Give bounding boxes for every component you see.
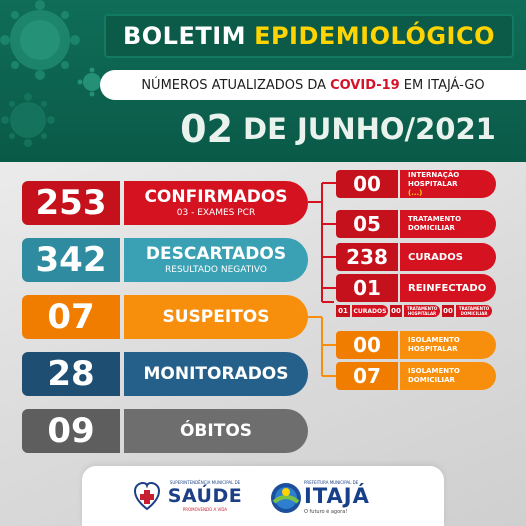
confirmados-sub: 03 - EXAMES PCR [176,207,256,218]
breakdown-curados-value: 01 [336,305,350,317]
curados-label: CURADOS [400,243,496,271]
isolamento-hospitalar-line2: HOSPITALAR [408,345,458,353]
isolamento-hospitalar-label: ISOLAMENTO HOSPITALAR [400,331,496,359]
saude-big-text: SAÚDE [167,485,243,507]
itaja-slogan: O futuro é agora! [304,509,348,515]
saude-small-text: SUPERINTENDÊNCIA MUNICIPAL DE [169,480,241,485]
domiciliar-label: TRATAMENTO DOMICILIAR [400,210,496,238]
internacao-label-line2: HOSPITALAR [408,179,458,188]
footer-logos: SUPERINTENDÊNCIA MUNICIPAL DE SAÚDE PROM… [82,466,444,526]
title-white: BOLETIM [122,22,247,50]
confirmados-value: 253 [22,181,120,225]
obitos-value: 09 [22,409,120,453]
reinfectado-value: 01 [336,274,398,302]
internacao-value: 00 [336,170,398,198]
heart-cross-icon [134,482,160,511]
stat-row-obitos: 09 ÓBITOS [22,409,308,453]
itaja-small-text: PREFEITURA MUNICIPAL DE [304,480,359,485]
detail-isolamento-hospitalar: 00 ISOLAMENTO HOSPITALAR [336,331,496,359]
stat-row-suspeitos: 07 SUSPEITOS [22,295,308,339]
header-banner: BOLETIM EPIDEMIOLÓGICO NÚMEROS ATUALIZAD… [0,0,526,162]
detail-tratamento-domiciliar: 05 TRATAMENTO DOMICILIAR [336,210,496,238]
bulletin-title: BOLETIM EPIDEMIOLÓGICO [104,14,514,58]
reinfectado-breakdown: 01 CURADOS 00 TRATAMENTO HOSPITALAR 00 T… [336,305,496,317]
internacao-label: INTERNAÇÃO HOSPITALAR (...) [400,170,496,198]
subtitle-highlight: COVID-19 [330,77,400,93]
isolamento-domiciliar-value: 07 [336,362,398,390]
isolamento-domiciliar-label: ISOLAMENTO DOMICILIAR [400,362,496,390]
descartados-sub: RESULTADO NEGATIVO [165,264,267,275]
obitos-label: ÓBITOS [179,420,253,441]
isolamento-domiciliar-line2: DOMICILIAR [408,376,455,384]
isolamento-domiciliar-line1: ISOLAMENTO [408,367,460,375]
detail-curados: 238 CURADOS [336,243,496,271]
breakdown-hosp-line2: HOSPITALAR [407,311,437,316]
detail-isolamento-domiciliar: 07 ISOLAMENTO DOMICILIAR [336,362,496,390]
monitorados-label-box: MONITORADOS [124,352,308,396]
itaja-emblem-icon [271,483,301,513]
breakdown-hosp-line1: TRATAMENTO [406,306,438,311]
date-month: DE JUNHO/2021 [243,112,496,146]
bulletin-subtitle: NÚMEROS ATUALIZADOS DA COVID-19 EM ITAJÁ… [100,70,526,100]
domiciliar-value: 05 [336,210,398,238]
domiciliar-label-line1: TRATAMENTO [408,215,462,223]
itaja-logo: PREFEITURA MUNICIPAL DE ITAJÁ O futuro é… [270,478,420,518]
descartados-label-box: DESCARTADOS RESULTADO NEGATIVO [124,238,308,282]
reinfectado-label: REINFECTADO [400,274,496,302]
obitos-label-box: ÓBITOS [124,409,308,453]
breakdown-hosp-value: 00 [390,305,402,317]
internacao-label-line3: (...) [408,188,423,197]
descartados-value: 342 [22,238,120,282]
domiciliar-label-line2: DOMICILIAR [408,224,455,232]
subtitle-before: NÚMEROS ATUALIZADOS DA [141,77,327,93]
detail-reinfectado: 01 REINFECTADO [336,274,496,302]
confirmados-label-box: CONFIRMADOS 03 - EXAMES PCR [124,181,308,225]
breakdown-curados-label: CURADOS [352,305,388,317]
itaja-big-text: ITAJÁ [304,484,370,508]
stat-row-monitorados: 28 MONITORADOS [22,352,308,396]
confirmados-label: CONFIRMADOS [144,186,288,207]
descartados-label: DESCARTADOS [145,243,287,264]
saude-logo: SUPERINTENDÊNCIA MUNICIPAL DE SAÚDE PROM… [134,480,244,514]
breakdown-dom-line2: DOMICILIAR [460,311,488,316]
monitorados-value: 28 [22,352,120,396]
detail-internacao: 00 INTERNAÇÃO HOSPITALAR (...) [336,170,496,198]
suspeitos-value: 07 [22,295,120,339]
monitorados-label: MONITORADOS [143,363,289,384]
date-day: 02 [180,107,234,151]
saude-tagline: PROMOVENDO A VIDA [182,507,228,512]
bulletin-date: 02 DE JUNHO/2021 [150,104,526,154]
curados-value: 238 [336,243,398,271]
suspeitos-label-box: SUSPEITOS [124,295,308,339]
coronavirus-icon [0,0,107,147]
breakdown-dom-label: TRATAMENTO DOMICILIAR [456,305,492,317]
stat-row-confirmados: 253 CONFIRMADOS 03 - EXAMES PCR [22,181,308,225]
breakdown-dom-line1: TRATAMENTO [458,306,490,311]
title-yellow: EPIDEMIOLÓGICO [254,22,495,50]
suspeitos-label: SUSPEITOS [162,306,270,327]
isolamento-hospitalar-line1: ISOLAMENTO [408,336,460,344]
subtitle-after: EM ITAJÁ-GO [403,77,485,93]
internacao-label-line1: INTERNAÇÃO [408,170,460,179]
stat-row-descartados: 342 DESCARTADOS RESULTADO NEGATIVO [22,238,308,282]
breakdown-hosp-label: TRATAMENTO HOSPITALAR [404,305,440,317]
isolamento-hospitalar-value: 00 [336,331,398,359]
breakdown-dom-value: 00 [442,305,454,317]
